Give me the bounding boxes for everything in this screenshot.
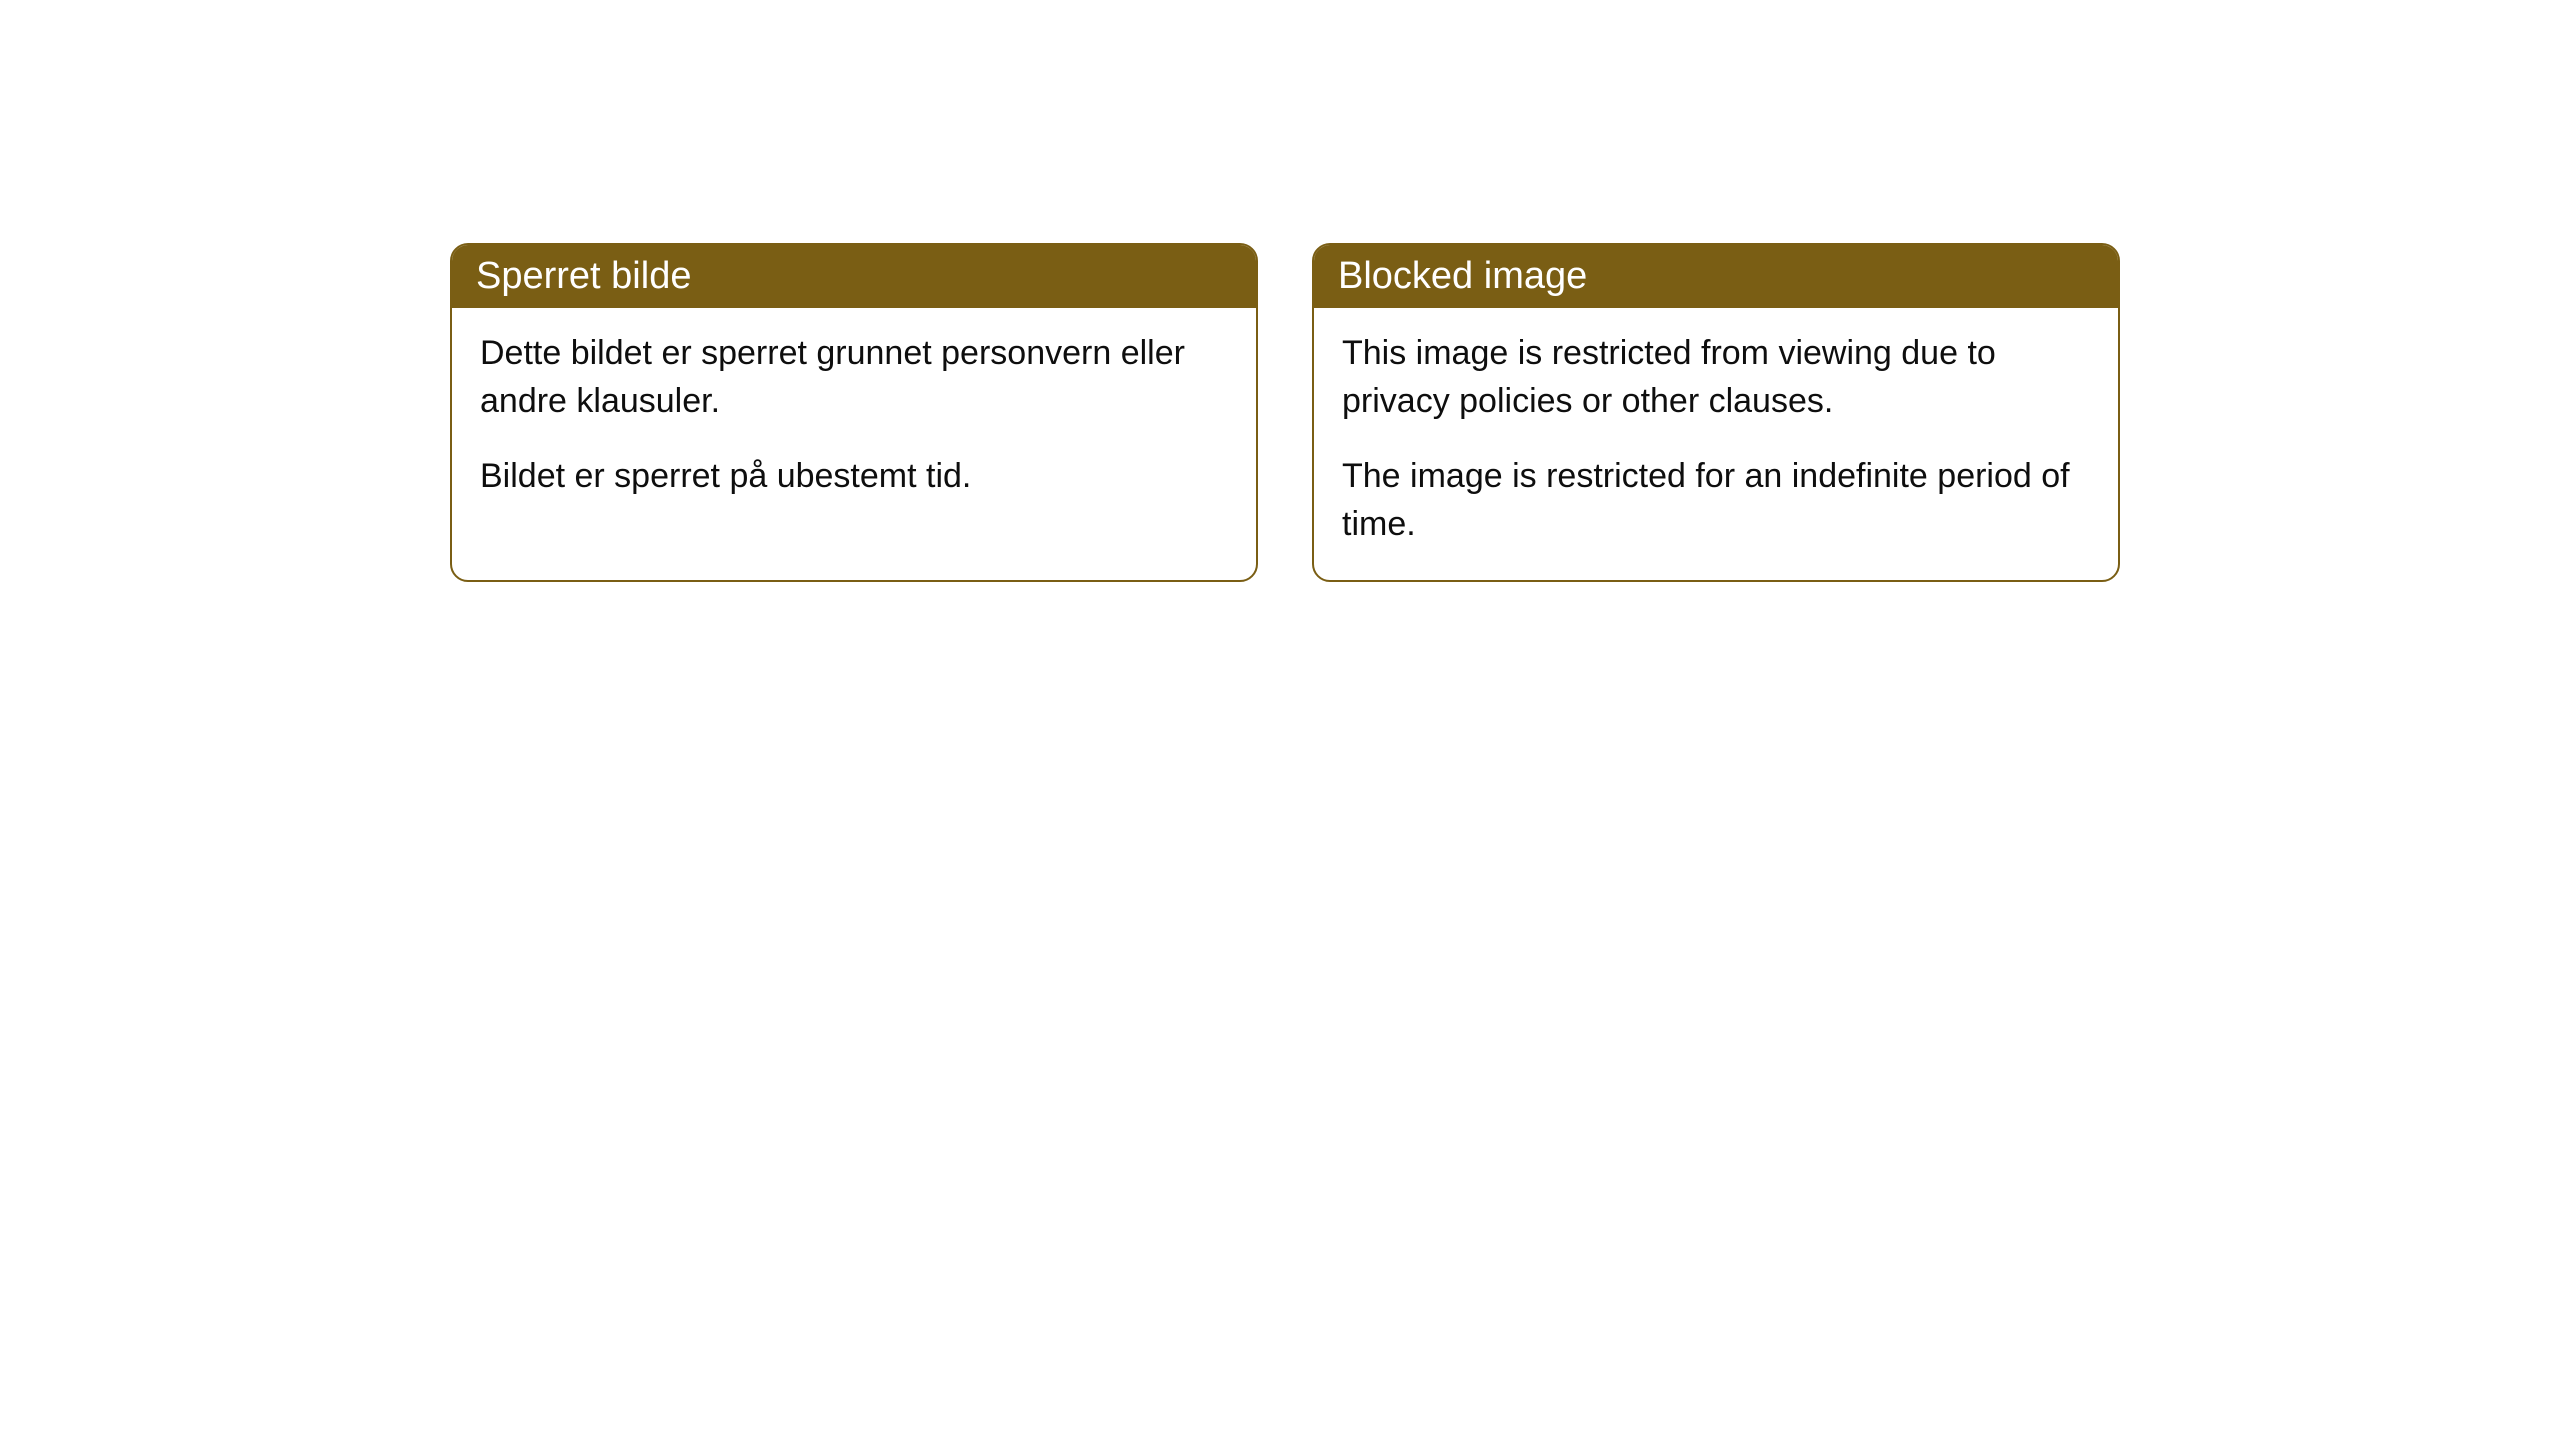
card-title: Sperret bilde: [476, 255, 691, 297]
card-body: This image is restricted from viewing du…: [1314, 308, 2118, 580]
blocked-image-card-english: Blocked image This image is restricted f…: [1312, 243, 2120, 582]
blocked-image-card-norwegian: Sperret bilde Dette bildet er sperret gr…: [450, 243, 1258, 582]
card-paragraph: Dette bildet er sperret grunnet personve…: [480, 330, 1228, 425]
card-header: Sperret bilde: [452, 245, 1256, 308]
card-paragraph: This image is restricted from viewing du…: [1342, 330, 2090, 425]
card-title: Blocked image: [1338, 255, 1587, 297]
card-paragraph: Bildet er sperret på ubestemt tid.: [480, 453, 1228, 501]
card-paragraph: The image is restricted for an indefinit…: [1342, 453, 2090, 548]
notice-cards-container: Sperret bilde Dette bildet er sperret gr…: [450, 243, 2120, 582]
card-body: Dette bildet er sperret grunnet personve…: [452, 308, 1256, 533]
card-header: Blocked image: [1314, 245, 2118, 308]
